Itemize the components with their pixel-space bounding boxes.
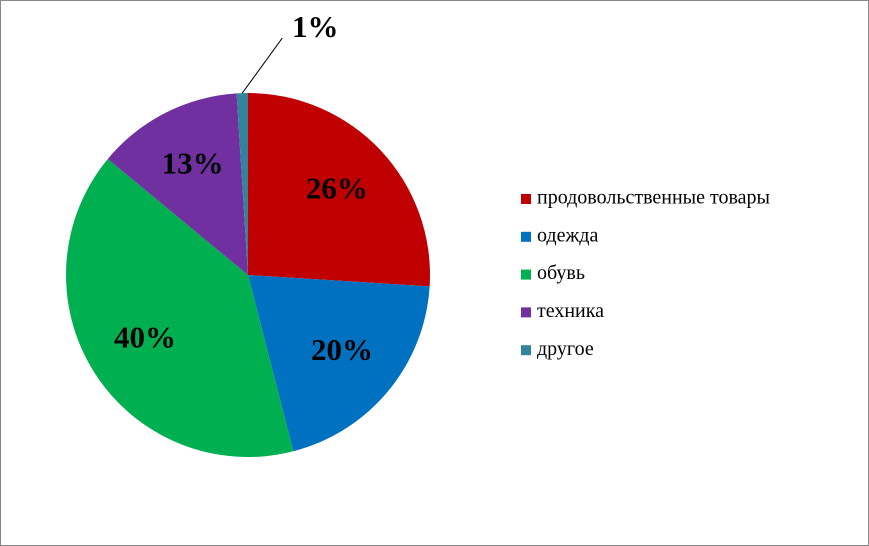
data-label: 13% xyxy=(162,145,224,180)
legend-swatch xyxy=(521,269,531,280)
legend-label: одежда xyxy=(537,224,598,246)
pie-slice xyxy=(107,93,248,276)
legend-swatch xyxy=(521,194,531,204)
legend-swatch xyxy=(521,307,531,318)
pie-slice xyxy=(248,93,430,287)
data-label: 40% xyxy=(114,319,176,354)
legend-label: другое xyxy=(537,338,594,360)
legend-swatch xyxy=(521,231,531,242)
legend-label: продовольственные товары xyxy=(537,187,770,209)
pie-slice xyxy=(236,93,248,275)
data-label: 20% xyxy=(311,332,373,367)
leader-line xyxy=(241,37,283,94)
legend-label: обувь xyxy=(537,262,585,284)
data-label: 26% xyxy=(306,171,368,206)
pie-slice xyxy=(65,158,294,457)
pie-slice xyxy=(248,275,430,452)
legend-label: техника xyxy=(537,300,604,322)
data-label: 1% xyxy=(292,9,339,44)
legend-swatch xyxy=(521,345,531,356)
